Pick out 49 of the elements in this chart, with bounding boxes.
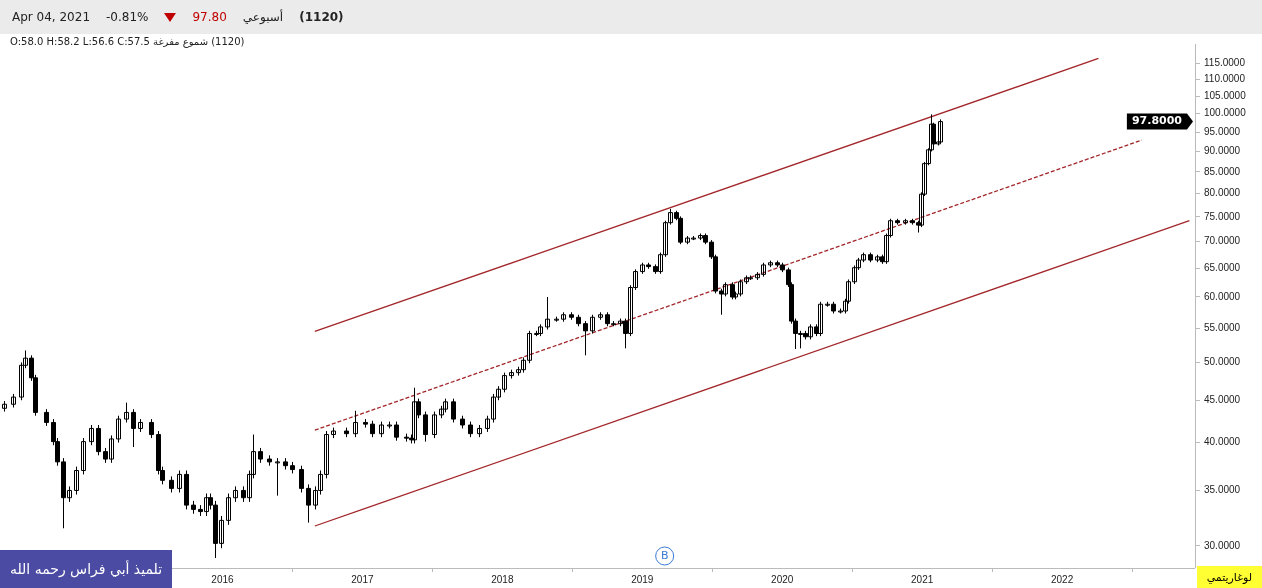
y-tick-label: 115.0000 bbox=[1204, 57, 1246, 69]
chart-subtitle: (1120) شموع مفرغة O:58.0 H:58.2 L:56.6 C:57.5 bbox=[10, 36, 245, 47]
y-tick-label: 60.0000 bbox=[1204, 290, 1241, 302]
candlestick bbox=[116, 415, 121, 444]
candlestick bbox=[299, 465, 304, 494]
x-tick-label: 2022 bbox=[1050, 573, 1074, 585]
y-tick-label: 30.0000 bbox=[1204, 539, 1241, 551]
candlestick bbox=[590, 314, 595, 334]
text: Apr 04, 2021 bbox=[12, 10, 91, 24]
candlestick bbox=[89, 424, 94, 446]
candlestick bbox=[275, 457, 280, 497]
candlestick bbox=[353, 410, 358, 438]
annotation: تلميذ أبي فراس رحمه الله bbox=[0, 550, 172, 588]
x-tick-label: 2018 bbox=[491, 573, 514, 585]
x-tick-label: 2019 bbox=[631, 573, 654, 585]
y-tick-label: 110.0000 bbox=[1204, 73, 1246, 85]
y-tick-label: 105.0000 bbox=[1204, 89, 1247, 101]
y-tick-label: 75.0000 bbox=[1204, 210, 1241, 222]
y-tick-label: 80.0000 bbox=[1204, 187, 1241, 199]
x-tick-label: 2016 bbox=[211, 573, 235, 585]
y-tick-label: 55.0000 bbox=[1204, 321, 1241, 333]
y-tick-label: 90.0000 bbox=[1204, 145, 1241, 157]
annotation: B bbox=[660, 549, 669, 563]
y-tick-label: 45.0000 bbox=[1204, 393, 1241, 405]
candlestick bbox=[177, 470, 182, 494]
y-tick-label: 100.0000 bbox=[1204, 107, 1247, 119]
candlestick bbox=[74, 466, 79, 496]
y-tick-label: 70.0000 bbox=[1204, 235, 1241, 247]
text: أسبوعي bbox=[242, 10, 284, 24]
text: -0.81% bbox=[106, 10, 149, 24]
y-tick-label: 65.0000 bbox=[1204, 261, 1241, 273]
candlestick bbox=[545, 296, 550, 331]
candlestick bbox=[226, 493, 231, 526]
candlestick bbox=[451, 398, 456, 423]
annotation: 97.8000 bbox=[1131, 114, 1183, 128]
x-tick-label: 2021 bbox=[911, 573, 934, 585]
text: لوغاريتمي bbox=[1196, 566, 1262, 588]
x-tick-label: 2017 bbox=[351, 573, 374, 585]
candlestick bbox=[124, 402, 129, 423]
y-tick-label: 85.0000 bbox=[1204, 165, 1241, 177]
chart-title: (1120) bbox=[299, 10, 344, 24]
y-tick-label: 95.0000 bbox=[1204, 125, 1241, 137]
y-tick-label: 35.0000 bbox=[1204, 484, 1241, 496]
candlestick bbox=[81, 437, 86, 475]
y-tick-label: 50.0000 bbox=[1204, 356, 1241, 368]
x-tick-label: 2020 bbox=[771, 573, 794, 585]
y-tick-label: 40.0000 bbox=[1204, 436, 1241, 448]
text: 97.80 bbox=[192, 10, 227, 24]
candlestick bbox=[432, 411, 437, 439]
